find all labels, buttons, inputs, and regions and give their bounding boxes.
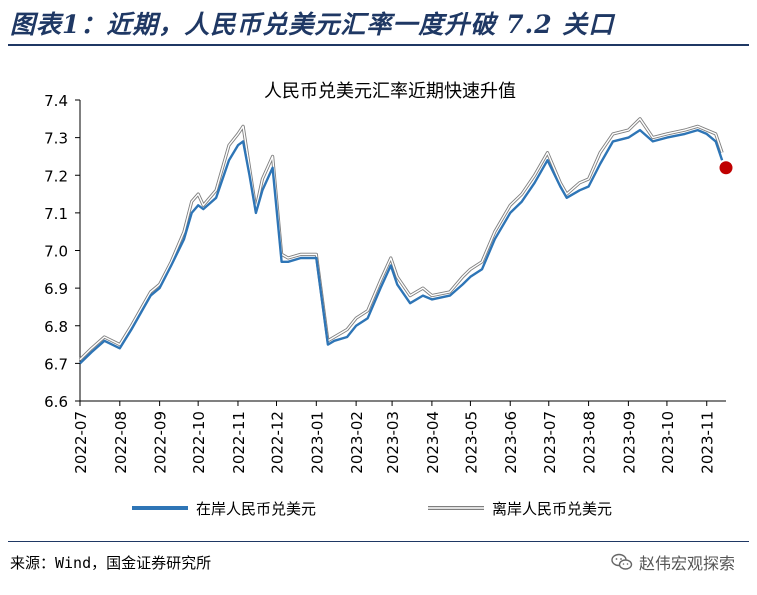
x-tick-label: 2023-07 — [541, 411, 559, 474]
x-tick-label: 2023-10 — [659, 411, 677, 474]
x-tick-label: 2023-05 — [462, 411, 480, 474]
x-tick-label: 2023-09 — [620, 411, 638, 474]
y-tick-label: 6.8 — [44, 318, 68, 336]
y-tick-label: 7.3 — [44, 130, 68, 148]
series-onshore-line — [79, 128, 724, 365]
x-tick-label: 2022-08 — [112, 411, 130, 474]
x-tick-label: 2023-02 — [348, 411, 366, 474]
x-tick-label: 2022-12 — [268, 411, 286, 474]
x-tick-label: 2022-07 — [72, 411, 90, 474]
legend: 在岸人民币兑美元 离岸人民币兑美元 — [132, 500, 612, 518]
x-tick-label: 2023-08 — [581, 411, 599, 474]
figure-title: 图表1：近期，人民币兑美元汇率一度升破 7.2 关口 — [10, 10, 615, 39]
exchange-rate-chart: 人民币兑美元汇率近期快速升值 6.6 6.7 6.8 6.9 7.0 7.1 7.2 7.3 7… — [44, 81, 733, 518]
x-tick-label: 2023-03 — [384, 411, 402, 474]
y-tick-label: 6.9 — [44, 280, 68, 298]
x-tick-label: 2022-09 — [152, 411, 170, 474]
source-note: 来源：Wind，国金证券研究所 — [10, 554, 212, 572]
x-tick-label: 2022-11 — [230, 411, 248, 474]
legend-offshore-label: 离岸人民币兑美元 — [492, 500, 612, 518]
chart-title: 人民币兑美元汇率近期快速升值 — [264, 81, 516, 102]
brand: 赵伟宏观探索 — [611, 550, 735, 574]
series-layer — [78, 117, 733, 365]
y-tick-label: 6.6 — [44, 393, 68, 411]
axes: 6.6 6.7 6.8 6.9 7.0 7.1 7.2 7.3 7.4 2022-07 2022-0… — [44, 92, 726, 474]
y-tick-label: 7.1 — [44, 205, 68, 223]
x-tick-label: 2022-10 — [190, 411, 208, 474]
highlight-marker — [719, 161, 733, 175]
y-tick-label: 6.7 — [44, 355, 68, 373]
series-offshore-line — [78, 117, 724, 361]
y-tick-label: 7.2 — [44, 167, 68, 185]
y-tick-label: 7.4 — [44, 92, 68, 110]
y-tick-label: 7.0 — [44, 243, 68, 261]
x-tick-label: 2023-11 — [699, 411, 717, 474]
x-tick-label: 2023-01 — [308, 411, 326, 474]
legend-onshore-label: 在岸人民币兑美元 — [196, 500, 316, 518]
series-offshore-line-inner — [79, 118, 723, 361]
wechat-icon — [611, 553, 633, 570]
x-tick-label: 2023-04 — [424, 411, 442, 474]
footer-rule — [8, 541, 749, 542]
x-tick-label: 2023-06 — [502, 411, 520, 474]
title-rule — [8, 44, 749, 46]
brand-name: 赵伟宏观探索 — [638, 554, 735, 573]
